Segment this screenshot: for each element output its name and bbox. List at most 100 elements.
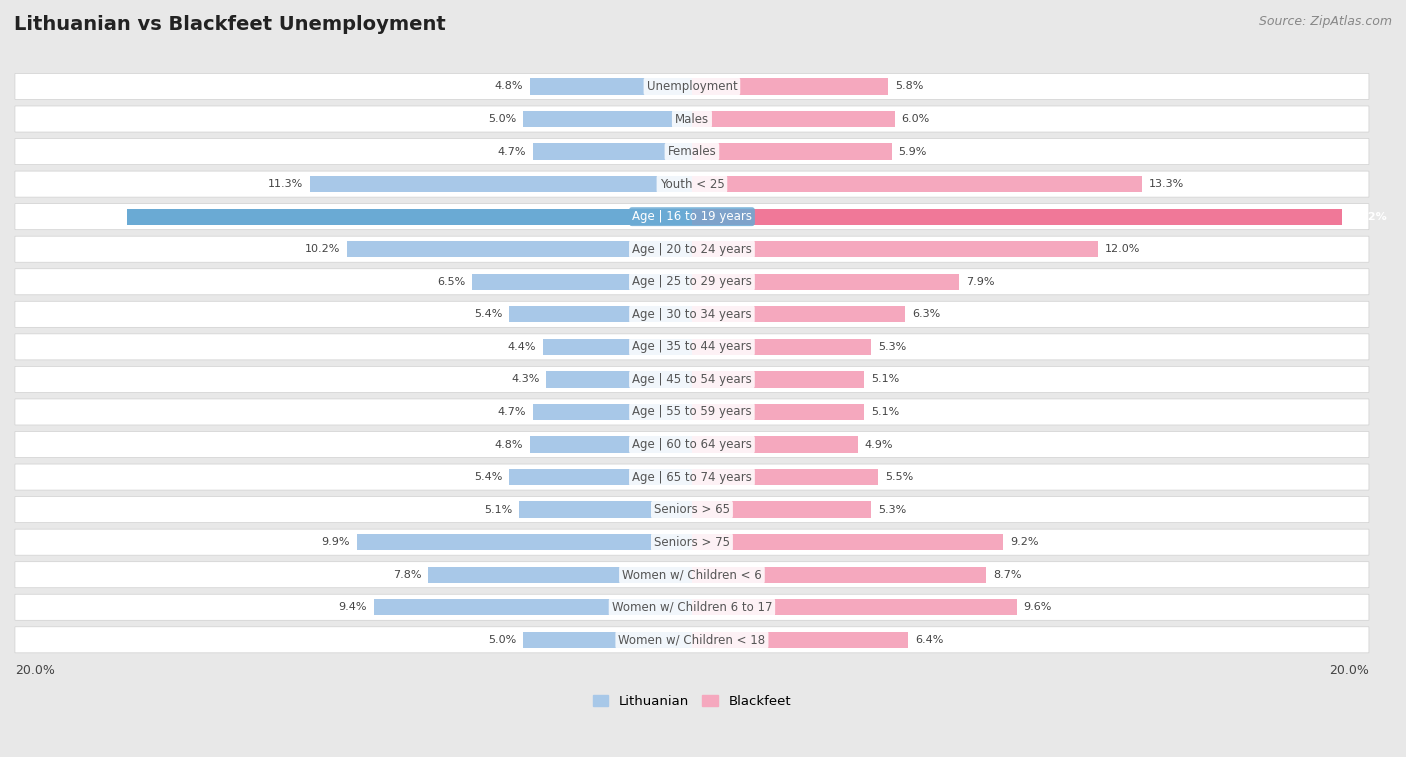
Text: Lithuanian vs Blackfeet Unemployment: Lithuanian vs Blackfeet Unemployment [14, 15, 446, 34]
FancyBboxPatch shape [15, 171, 1369, 197]
Text: 5.8%: 5.8% [896, 82, 924, 92]
FancyBboxPatch shape [15, 497, 1369, 522]
FancyBboxPatch shape [15, 594, 1369, 620]
Bar [692, 176, 1142, 192]
Text: Females: Females [668, 145, 716, 158]
Text: 4.7%: 4.7% [498, 147, 526, 157]
Text: 9.4%: 9.4% [339, 603, 367, 612]
Text: Women w/ Children < 6: Women w/ Children < 6 [621, 569, 762, 581]
Text: 5.1%: 5.1% [485, 505, 513, 515]
FancyBboxPatch shape [15, 334, 1369, 360]
Bar [547, 371, 692, 388]
Text: 5.0%: 5.0% [488, 635, 516, 645]
Text: 5.1%: 5.1% [872, 407, 900, 417]
Text: 6.4%: 6.4% [915, 635, 943, 645]
Bar [692, 631, 908, 648]
Text: Youth < 25: Youth < 25 [659, 178, 724, 191]
Bar [692, 78, 889, 95]
Text: 5.9%: 5.9% [898, 147, 927, 157]
Text: 5.4%: 5.4% [474, 472, 502, 482]
Bar [543, 338, 692, 355]
Bar [509, 306, 692, 322]
FancyBboxPatch shape [15, 106, 1369, 132]
Text: 4.8%: 4.8% [495, 440, 523, 450]
Text: Age | 16 to 19 years: Age | 16 to 19 years [631, 210, 752, 223]
Bar [530, 78, 692, 95]
Bar [692, 241, 1098, 257]
Bar [692, 143, 891, 160]
Text: 9.6%: 9.6% [1024, 603, 1052, 612]
Bar [692, 338, 872, 355]
FancyBboxPatch shape [15, 269, 1369, 294]
FancyBboxPatch shape [15, 562, 1369, 587]
Text: 4.9%: 4.9% [865, 440, 893, 450]
Text: Source: ZipAtlas.com: Source: ZipAtlas.com [1258, 15, 1392, 28]
Bar [523, 111, 692, 127]
Bar [374, 599, 692, 615]
Text: 9.9%: 9.9% [322, 537, 350, 547]
FancyBboxPatch shape [15, 366, 1369, 392]
Text: 6.0%: 6.0% [901, 114, 929, 124]
FancyBboxPatch shape [15, 431, 1369, 457]
Bar [692, 599, 1017, 615]
Text: 20.0%: 20.0% [15, 664, 55, 678]
Text: 5.1%: 5.1% [872, 375, 900, 385]
Bar [523, 631, 692, 648]
Bar [533, 143, 692, 160]
FancyBboxPatch shape [15, 204, 1369, 229]
Bar [472, 273, 692, 290]
Text: 10.2%: 10.2% [305, 245, 340, 254]
Text: 4.3%: 4.3% [512, 375, 540, 385]
FancyBboxPatch shape [15, 464, 1369, 490]
Text: 12.0%: 12.0% [1105, 245, 1140, 254]
Bar [427, 566, 692, 583]
Text: 5.0%: 5.0% [488, 114, 516, 124]
Text: 4.4%: 4.4% [508, 342, 536, 352]
Bar [692, 436, 858, 453]
Bar [509, 469, 692, 485]
Legend: Lithuanian, Blackfeet: Lithuanian, Blackfeet [588, 690, 797, 714]
FancyBboxPatch shape [15, 399, 1369, 425]
Bar [692, 208, 1341, 225]
Bar [692, 566, 986, 583]
FancyBboxPatch shape [15, 627, 1369, 653]
Text: 13.3%: 13.3% [1149, 179, 1184, 189]
Bar [692, 306, 905, 322]
Text: Age | 65 to 74 years: Age | 65 to 74 years [631, 471, 752, 484]
Text: 7.9%: 7.9% [966, 277, 994, 287]
Bar [692, 371, 865, 388]
Text: Age | 30 to 34 years: Age | 30 to 34 years [633, 308, 752, 321]
Text: 9.2%: 9.2% [1010, 537, 1039, 547]
Text: Unemployment: Unemployment [647, 80, 737, 93]
Text: Age | 45 to 54 years: Age | 45 to 54 years [633, 373, 752, 386]
Bar [692, 111, 896, 127]
Text: Seniors > 65: Seniors > 65 [654, 503, 730, 516]
Text: 11.3%: 11.3% [267, 179, 302, 189]
Bar [309, 176, 692, 192]
Text: 8.7%: 8.7% [993, 570, 1022, 580]
Text: Age | 20 to 24 years: Age | 20 to 24 years [631, 243, 752, 256]
Text: 20.0%: 20.0% [1329, 664, 1368, 678]
Text: Males: Males [675, 113, 709, 126]
Text: Age | 55 to 59 years: Age | 55 to 59 years [633, 406, 752, 419]
Bar [127, 208, 692, 225]
FancyBboxPatch shape [15, 73, 1369, 99]
Text: Women w/ Children 6 to 17: Women w/ Children 6 to 17 [612, 601, 772, 614]
Text: 4.7%: 4.7% [498, 407, 526, 417]
Text: 5.3%: 5.3% [877, 342, 907, 352]
Bar [347, 241, 692, 257]
Bar [692, 534, 1004, 550]
Text: 6.5%: 6.5% [437, 277, 465, 287]
Bar [519, 501, 692, 518]
Bar [692, 501, 872, 518]
Text: Age | 60 to 64 years: Age | 60 to 64 years [631, 438, 752, 451]
FancyBboxPatch shape [15, 139, 1369, 164]
Text: Age | 25 to 29 years: Age | 25 to 29 years [631, 276, 752, 288]
Bar [357, 534, 692, 550]
Bar [533, 403, 692, 420]
Bar [692, 469, 877, 485]
Text: 4.8%: 4.8% [495, 82, 523, 92]
Text: Women w/ Children < 18: Women w/ Children < 18 [619, 634, 765, 646]
Text: 6.3%: 6.3% [912, 310, 941, 319]
Text: 19.2%: 19.2% [1348, 212, 1388, 222]
